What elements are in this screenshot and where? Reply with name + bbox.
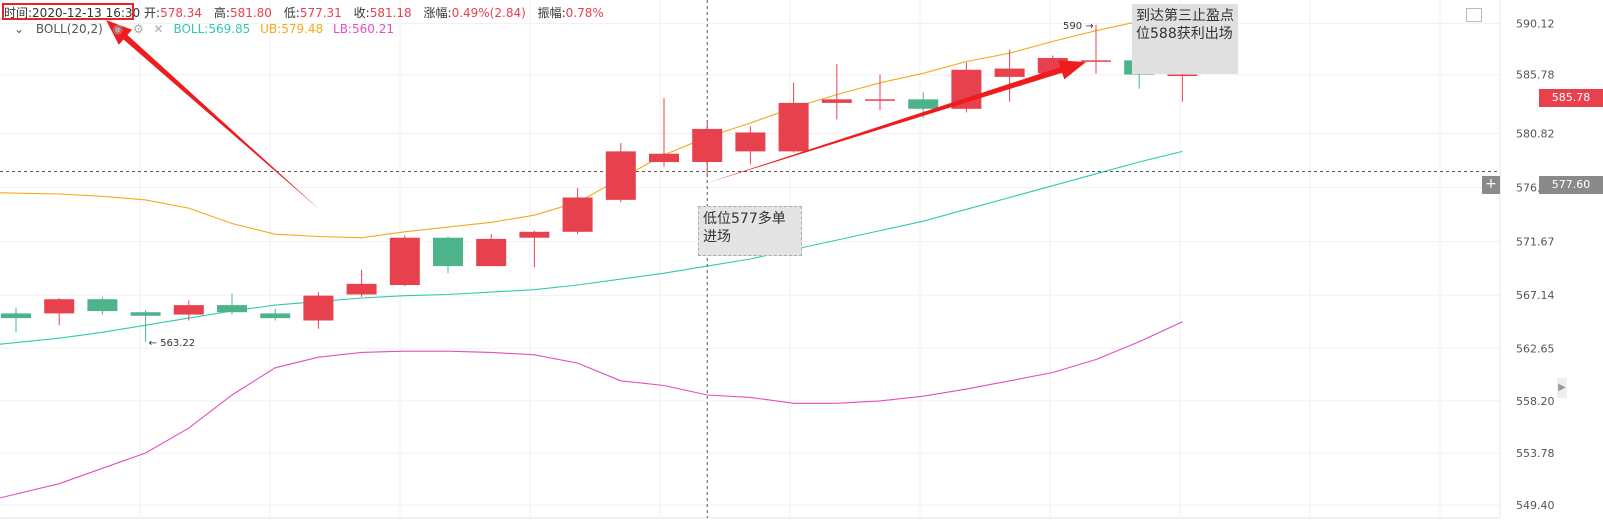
candle-body	[649, 153, 679, 163]
candle-body	[1167, 74, 1198, 77]
y-tick-label: 549.40	[1516, 499, 1555, 512]
candle-body	[217, 305, 247, 313]
boll-mid-line	[0, 150, 1183, 345]
boll-mid-value: BOLL:569.85	[173, 22, 251, 36]
close-icon[interactable]: ✕	[153, 22, 164, 36]
boll-ub-value: UB:579.48	[260, 22, 324, 36]
candle-body	[519, 231, 550, 238]
candle-body	[865, 99, 895, 101]
y-tick-label: 590.12	[1516, 17, 1555, 30]
chevron-down-icon[interactable]: ⌄	[14, 22, 25, 36]
candle-body	[735, 132, 766, 152]
low-label: 低:	[283, 6, 300, 20]
add-alert-button[interactable]: +	[1482, 176, 1500, 194]
candle-body	[994, 68, 1025, 77]
y-tick-label: 585.78	[1516, 69, 1555, 82]
last-price-tag: 585.78	[1539, 89, 1603, 107]
candle-body	[562, 197, 593, 232]
candle-body	[130, 312, 161, 316]
candle-body	[346, 283, 377, 295]
entry-note: 低位577多单进场	[698, 206, 802, 256]
high-marker-label: 590 →	[1063, 21, 1094, 32]
amplitude-value: 0.78%	[565, 6, 604, 20]
candle-body	[605, 151, 636, 200]
time-label: 时间:	[4, 6, 33, 20]
crosshair-price-tag: 577.60	[1539, 176, 1603, 194]
close-value: 581.18	[369, 6, 412, 20]
ohlc-legend: 时间:2020-12-13 16:30 开:578.34 高:581.80 低:…	[4, 4, 612, 21]
open-label: 开:	[144, 6, 161, 20]
change-value: 0.49%(2.84)	[451, 6, 526, 20]
y-tick-label: 562.65	[1516, 342, 1555, 355]
y-tick-label: 558.20	[1516, 395, 1555, 408]
candle-body	[260, 313, 291, 319]
candle-body	[173, 305, 204, 315]
arrow-trend-up	[704, 60, 1086, 184]
candle-body	[303, 295, 334, 321]
eye-icon[interactable]: ◉	[112, 22, 124, 36]
candle-body	[476, 238, 507, 267]
amplitude-label: 振幅:	[537, 6, 566, 20]
candle-body	[1, 313, 31, 319]
expand-panel-icon[interactable]: ▶	[1557, 378, 1567, 398]
low-marker-label: ← 563.22	[149, 338, 196, 349]
indicator-name[interactable]: BOLL(20,2)	[35, 22, 103, 36]
candle-body	[821, 99, 852, 103]
high-value: 581.80	[229, 6, 272, 20]
time-value: 2020-12-13 16:30	[32, 6, 141, 20]
y-tick-label: 553.78	[1516, 447, 1555, 460]
candle-body	[778, 102, 809, 152]
gear-icon[interactable]: ⚙	[132, 22, 144, 36]
maximize-icon[interactable]	[1466, 8, 1482, 22]
high-label: 高:	[213, 6, 230, 20]
open-value: 578.34	[160, 6, 203, 20]
indicator-legend: ⌄ BOLL(20,2) ◉ ⚙ ✕ BOLL:569.85 UB:579.48…	[14, 22, 394, 36]
candle-body	[44, 299, 75, 314]
candle-body	[389, 237, 420, 286]
time-highlight-box	[2, 3, 134, 20]
take-profit-note: 到达第三止盈点位588获利出场	[1132, 4, 1238, 74]
low-value: 577.31	[299, 6, 342, 20]
y-tick-label: 571.67	[1516, 236, 1555, 249]
candle-body	[908, 99, 939, 109]
candle-body	[692, 128, 723, 163]
y-tick-label: 580.82	[1516, 127, 1555, 140]
boll-upper-line	[0, 13, 1183, 239]
close-label: 收:	[353, 6, 370, 20]
y-tick-label: 567.14	[1516, 289, 1555, 302]
candle-body	[433, 237, 463, 267]
change-label: 涨幅:	[423, 6, 452, 20]
arrow-to-time	[106, 20, 320, 210]
boll-lb-value: LB:560.21	[333, 22, 394, 36]
boll-lower-line	[0, 321, 1183, 499]
candle-body	[87, 299, 118, 312]
candle-body	[1081, 60, 1111, 62]
